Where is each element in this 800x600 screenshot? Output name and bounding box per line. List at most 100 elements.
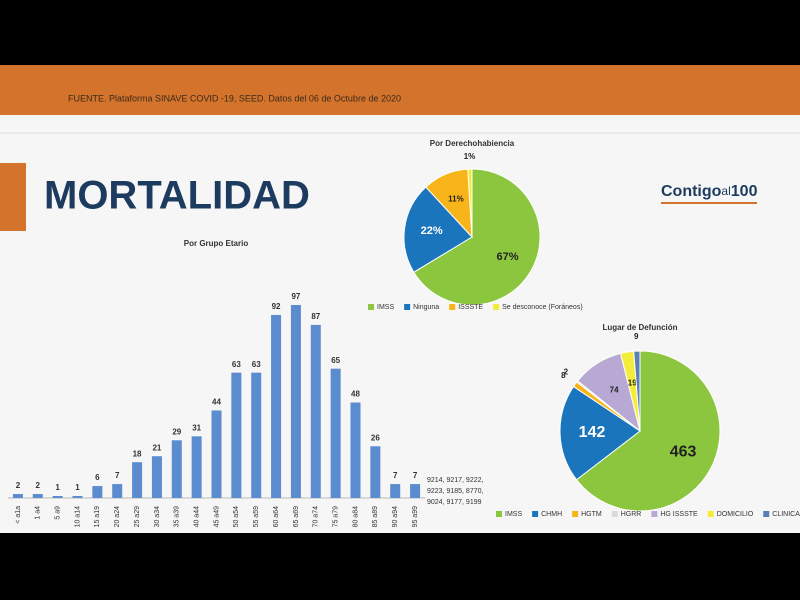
chart-title: Por Derechohabiencia <box>430 139 515 148</box>
value-label: 31 <box>192 423 201 432</box>
legend-swatch <box>449 304 456 310</box>
pie-slice <box>467 168 473 238</box>
legend-label: IMSS <box>377 304 394 311</box>
bar <box>191 436 202 498</box>
value-label: 92 <box>272 302 281 311</box>
logo-small: al <box>721 184 730 198</box>
slice-label: 11% <box>448 195 464 204</box>
value-label: 48 <box>351 390 360 399</box>
accent-block <box>0 163 26 231</box>
slice-label: 9 <box>634 332 639 341</box>
bar <box>290 305 301 498</box>
x-tick-label: 45 a49 <box>213 506 220 528</box>
value-label: 7 <box>413 471 418 480</box>
x-tick-label: 70 a74 <box>313 506 320 528</box>
slice-label: 2 <box>564 368 569 377</box>
bar <box>350 402 361 498</box>
value-label: 2 <box>36 481 41 490</box>
legend-label: HGRR <box>621 511 642 518</box>
x-tick-label: 75 a79 <box>332 506 339 528</box>
value-label: 29 <box>172 427 181 436</box>
value-label: 6 <box>95 473 100 482</box>
pie-slice <box>559 385 641 481</box>
legend-swatch <box>651 511 658 517</box>
value-label: 1 <box>55 483 60 492</box>
legend-label: DOMICILIO <box>717 511 754 518</box>
logo-number: 100 <box>731 183 758 200</box>
value-label: 2 <box>16 481 21 490</box>
bar <box>12 494 23 498</box>
logo: Contigoal100 <box>661 183 758 200</box>
legend-label: Ninguna <box>413 304 439 311</box>
value-label: 21 <box>152 443 161 452</box>
x-tick-label: 95 a99 <box>412 506 419 528</box>
bottom-bar <box>0 533 800 600</box>
bar <box>330 368 341 498</box>
legend-swatch <box>707 511 714 517</box>
slice-label: 1% <box>464 152 476 161</box>
bar <box>410 484 421 498</box>
x-tick-label: 25 a29 <box>134 506 141 528</box>
pie-slice <box>633 350 641 432</box>
x-tick-label: < a1a <box>15 506 22 524</box>
x-tick-label: 40 a44 <box>193 506 200 528</box>
legend-label: Se desconoce (Foráneos) <box>502 304 583 311</box>
slice-label: 74 <box>610 386 619 395</box>
legend-label: HGTM <box>581 511 602 518</box>
x-tick-label: 10 a14 <box>74 506 81 528</box>
slice-label: 19 <box>628 379 637 388</box>
bar <box>390 484 401 498</box>
x-tick-label: 15 a19 <box>94 506 101 528</box>
legend-swatch <box>532 511 539 517</box>
x-tick-label: 1 a4 <box>35 506 42 520</box>
value-label: 63 <box>252 360 261 369</box>
legend-swatch <box>493 304 500 310</box>
legend-swatch <box>496 511 502 517</box>
bar <box>231 372 242 498</box>
annotation: 9024, 9177, 9199 <box>427 499 482 506</box>
bar <box>171 440 182 498</box>
legend-swatch <box>611 511 618 517</box>
bar <box>310 324 321 498</box>
value-label: 87 <box>311 312 320 321</box>
chart-title: Por Grupo Etario <box>184 239 249 248</box>
value-label: 26 <box>371 433 380 442</box>
x-tick-label: 35 a39 <box>174 506 181 528</box>
charts: Por Grupo Etario 2 < a1a 2 1 a4 1 5 a9 1 10 a14 6… <box>8 139 800 527</box>
legend-swatch <box>404 304 411 310</box>
bar <box>251 372 262 498</box>
x-tick-label: 50 a54 <box>233 506 240 528</box>
bar <box>32 494 43 498</box>
pie-slice <box>575 350 721 512</box>
value-label: 97 <box>291 292 300 301</box>
legend-label: IMSS <box>505 511 522 518</box>
bar <box>151 456 162 498</box>
bar <box>112 484 123 498</box>
x-tick-label: 85 a89 <box>372 506 379 528</box>
legend-label: CLINICA PRIVADA <box>772 511 800 518</box>
value-label: 1 <box>75 483 80 492</box>
bar <box>72 496 83 498</box>
header-band <box>0 65 800 115</box>
bar <box>271 314 282 498</box>
legend-label: HG ISSSTE <box>660 511 698 518</box>
x-tick-label: 20 a24 <box>114 506 121 528</box>
slice-label: 67% <box>497 251 519 263</box>
x-tick-label: 5 a9 <box>54 506 61 520</box>
x-tick-label: 90 a94 <box>392 506 399 528</box>
slice-label: 8 <box>561 371 566 380</box>
chart-title: Lugar de Defunción <box>602 323 677 332</box>
annotation: 9223, 9185, 8770, <box>427 488 483 495</box>
value-label: 44 <box>212 398 221 407</box>
x-tick-label: 55 a59 <box>253 506 260 528</box>
legend-swatch <box>368 304 374 310</box>
bar <box>370 446 381 498</box>
annotation: 9214, 9217, 9222, <box>427 477 483 484</box>
top-bar <box>0 0 800 65</box>
x-tick-label: 30 a34 <box>154 506 161 528</box>
pie-slice <box>413 168 541 306</box>
value-label: 65 <box>331 356 340 365</box>
bar <box>132 462 143 498</box>
source-note: FUENTE. Plataforma SINAVE COVID -19, SEE… <box>68 93 401 103</box>
